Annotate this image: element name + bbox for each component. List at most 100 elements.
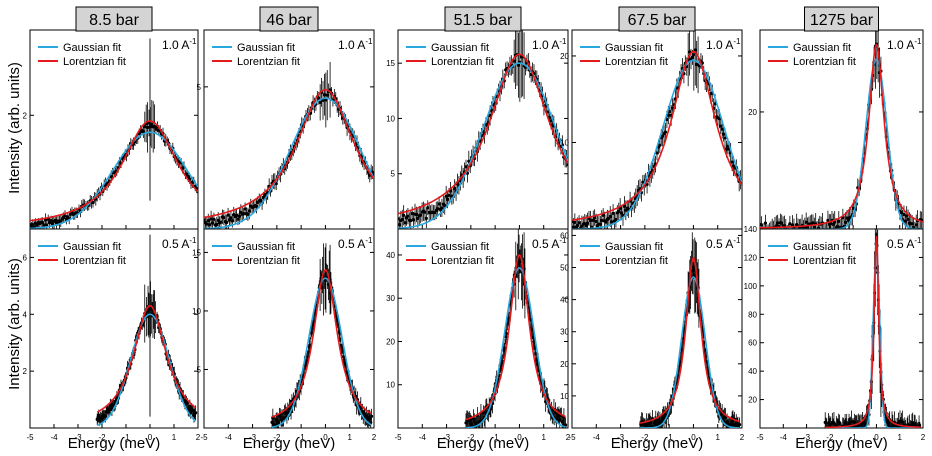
data-point [324,98,328,102]
data-point [611,211,615,215]
y-tick-label: 15 [192,248,201,257]
data-point [516,63,521,67]
y-tick-label: 10 [560,138,569,147]
plot-frame [203,228,375,429]
data-point [573,220,577,225]
data-point [402,213,406,217]
data-point [604,220,608,224]
y-tick-label: 10 [386,114,395,123]
data-point [585,221,590,225]
data-point [246,212,250,216]
x-tick-label: 2 [196,433,201,442]
data-point [440,206,444,210]
data-point [693,48,697,52]
data-point [917,428,920,431]
x-tick-label: -2 [826,433,834,442]
data-point [894,429,897,432]
data-point [247,209,251,213]
y-tick-label: 40 [560,296,569,305]
q-label: 1.0 A-1 [887,37,922,52]
q-label-exponent: -1 [559,37,567,46]
data-point [787,230,790,233]
data-point [325,93,329,97]
data-point [512,59,516,63]
pressure-header: 51.5 bar [454,12,513,29]
x-axis-title: Energy (meV) [68,435,161,452]
data-point [411,218,416,222]
data-point [212,217,216,221]
q-label: 0.5 A-1 [887,236,922,251]
data-point [730,160,734,164]
q-label-exponent: -1 [559,236,567,245]
legend-lorentzian-label: Lorentzian fit [63,56,126,68]
data-point [403,221,407,225]
data-point [907,431,910,434]
legend-lorentzian-label: Lorentzian fit [793,255,856,267]
data-point [263,192,267,197]
x-tick-label: -4 [50,433,58,442]
data-point [216,218,220,223]
data-points [464,229,568,428]
data-points [823,229,922,434]
data-point [834,429,837,432]
data-point [186,175,190,179]
data-point [776,221,780,225]
chart-panel: -5 -4 -3 -2 -1 0 1 2 10 20 30 40 Gaussian fit Lorentz… [386,228,571,452]
data-point [811,221,815,225]
q-label: 1.0 A-1 [162,37,197,52]
gaussian-fit-line [825,247,921,428]
legend-lorentzian-label: Lorentzian fit [793,56,856,68]
q-label-exponent: -1 [733,37,741,46]
data-point [150,122,154,126]
data-point [610,220,614,224]
pressure-header: 1275 bar [810,12,874,29]
data-point [400,217,404,222]
data-point [242,211,246,216]
data-point [719,124,723,128]
data-point [914,223,918,227]
x-tick-label: 0 [148,433,153,442]
y-tick-label: 5 [197,83,202,92]
data-point [899,211,903,215]
x-tick-label: -4 [780,433,788,442]
x-axis-title: Energy (meV) [611,435,704,452]
data-point [655,151,659,155]
data-point [230,219,234,223]
data-point [237,214,242,218]
data-point [804,220,808,224]
data-point [45,223,49,227]
lorentzian-fit-line [572,50,742,221]
data-points [95,234,198,427]
data-point [318,100,322,104]
legend-lorentzian-label: Lorentzian fit [237,56,300,68]
x-tick-label: -1 [492,433,500,442]
data-point [436,207,440,211]
data-point [369,414,374,418]
gaussian-fit-line [398,62,568,229]
data-point [317,96,321,100]
x-tick-label: -2 [98,433,106,442]
lorentzian-fit-line [398,53,568,215]
data-point [600,218,604,223]
data-point [912,429,915,432]
x-tick-label: 0 [691,433,696,442]
legend-lorentzian-label: Lorentzian fit [431,255,494,267]
data-point [208,223,212,227]
data-point [563,423,568,427]
data-point [143,125,147,129]
x-tick-label: -4 [225,433,233,442]
data-point [903,219,907,223]
data-point [840,429,843,432]
data-point [906,217,910,221]
legend-gaussian-label: Gaussian fit [793,241,851,253]
y-tick-label: 6 [23,253,28,262]
data-point [49,218,53,223]
q-label-exponent: -1 [365,236,373,245]
legend-gaussian-label: Gaussian fit [237,241,295,253]
data-point [905,214,909,218]
data-point [69,212,73,216]
data-point [185,172,189,176]
data-point [772,230,775,233]
q-label-exponent: -1 [189,37,197,46]
x-tick-label: 1 [172,433,177,442]
